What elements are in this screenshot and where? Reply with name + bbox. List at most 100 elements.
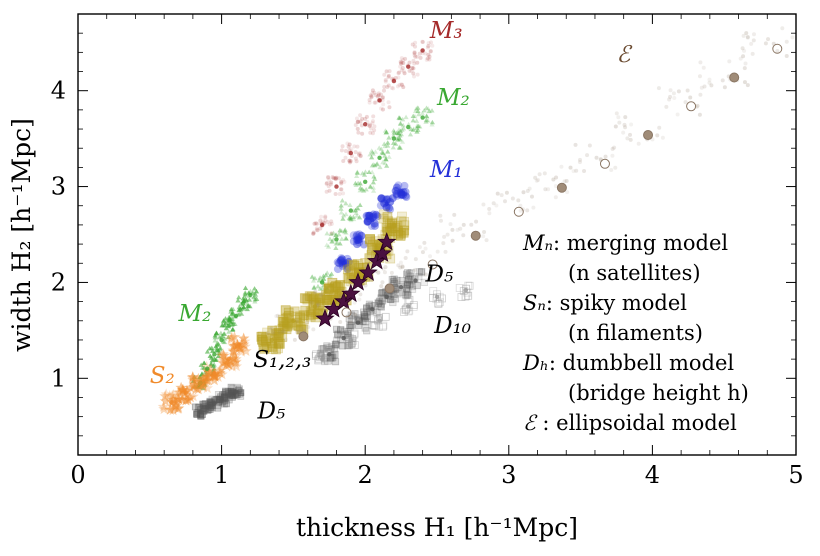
- data-point: [281, 329, 286, 334]
- data-point: [257, 335, 267, 345]
- data-point: [683, 100, 688, 105]
- data-point: [369, 126, 374, 131]
- data-point: [323, 285, 329, 290]
- data-point: [348, 160, 353, 165]
- data-point: [292, 337, 297, 342]
- data-point: [370, 162, 376, 167]
- data-point: [312, 275, 318, 281]
- data-point: [377, 300, 385, 308]
- data-point: [338, 206, 344, 211]
- data-point: [675, 112, 680, 117]
- data-point: [399, 82, 404, 87]
- data-point: [379, 321, 388, 330]
- data-point: [357, 120, 362, 125]
- data-point: [390, 279, 399, 288]
- data-point: [400, 265, 405, 270]
- data-point: [328, 231, 334, 237]
- data-point: [410, 113, 416, 118]
- data-point-ellipsoid: [556, 182, 567, 193]
- data-point: [300, 305, 311, 316]
- series-e: [298, 43, 783, 342]
- data-point: [226, 314, 232, 320]
- data-point: [629, 122, 634, 127]
- data-point: [359, 170, 366, 176]
- data-point: [236, 337, 248, 349]
- data-point: [214, 330, 220, 336]
- data-point: [763, 41, 768, 46]
- data-point: [481, 202, 486, 207]
- data-point: [344, 331, 352, 339]
- data-point: [317, 275, 323, 280]
- data-point: [361, 313, 369, 321]
- data-point: [197, 374, 203, 380]
- data-point: [389, 298, 397, 307]
- data-point: [169, 400, 174, 405]
- data-point: [527, 186, 532, 191]
- data-point: [348, 216, 354, 221]
- data-point: [344, 273, 355, 283]
- data-point: [312, 304, 318, 309]
- data-point: [668, 88, 673, 93]
- data-point: [344, 327, 352, 336]
- data-point: [207, 346, 213, 351]
- data-point: [382, 270, 387, 275]
- data-point: [321, 276, 327, 282]
- data-point: [221, 339, 228, 345]
- data-point: [403, 269, 412, 277]
- data-point: [319, 222, 325, 228]
- data-point: [370, 151, 376, 156]
- data-point: [280, 306, 291, 316]
- data-point-star: [334, 291, 354, 310]
- data-point: [329, 221, 334, 226]
- data-point: [395, 278, 400, 283]
- data-point: [213, 348, 220, 353]
- data-point: [308, 295, 318, 306]
- data-point: [381, 312, 390, 321]
- data-point: [220, 359, 232, 371]
- series-label: S₁,₂,₃: [253, 347, 311, 373]
- data-point: [274, 314, 279, 319]
- data-point: [334, 175, 339, 180]
- data-point: [227, 344, 239, 356]
- data-point: [396, 130, 402, 135]
- data-point: [379, 284, 384, 289]
- data-point: [411, 71, 416, 76]
- data-point: [395, 137, 401, 142]
- data-point: [403, 285, 411, 293]
- data-point: [315, 297, 325, 308]
- data-point: [420, 250, 425, 255]
- data-point: [188, 378, 200, 390]
- legend-text: : ellipsoidal model: [536, 411, 737, 435]
- data-point: [209, 358, 215, 363]
- data-point: [610, 146, 615, 151]
- data-point: [306, 307, 317, 318]
- data-point: [422, 240, 427, 245]
- data-point: [210, 348, 216, 353]
- data-point: [387, 295, 395, 303]
- data-point: [369, 150, 376, 155]
- data-point: [298, 310, 309, 321]
- data-point: [310, 292, 321, 303]
- data-point: [380, 95, 385, 100]
- data-point: [363, 179, 368, 184]
- data-point: [252, 299, 258, 304]
- data-point: [355, 320, 361, 325]
- data-point: [347, 158, 352, 163]
- data-point: [363, 304, 371, 312]
- data-point: [222, 388, 229, 396]
- data-point: [236, 304, 242, 310]
- data-point: [571, 169, 576, 174]
- data-point: [271, 330, 276, 335]
- data-point: [356, 119, 361, 124]
- x-tick-label: 4: [645, 461, 660, 489]
- legend-symbol: Mₙ: [522, 231, 553, 255]
- data-point: [399, 220, 410, 231]
- data-point: [341, 177, 346, 182]
- data-point: [358, 113, 363, 118]
- data-point: [343, 230, 349, 235]
- data-point: [419, 110, 426, 116]
- data-point: [198, 373, 204, 379]
- data-point: [413, 281, 421, 290]
- data-point: [363, 308, 371, 316]
- data-point: [403, 256, 408, 261]
